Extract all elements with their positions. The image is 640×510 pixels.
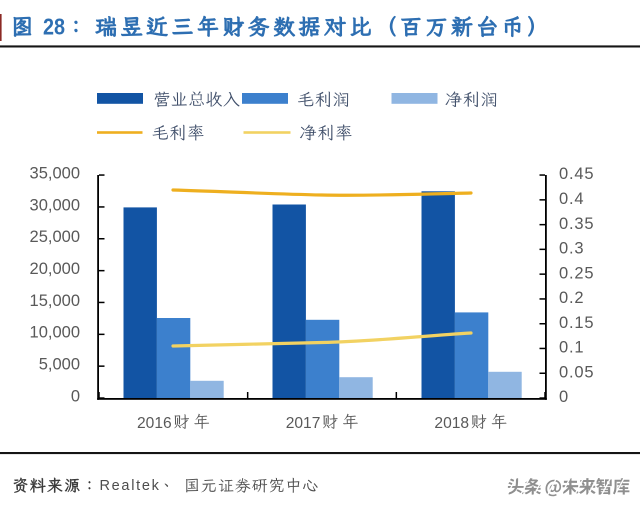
svg-text:0.2: 0.2 (559, 289, 584, 307)
svg-text:Realtek: Realtek (100, 478, 161, 494)
svg-text:20,000: 20,000 (30, 260, 80, 278)
svg-text:0.1: 0.1 (559, 339, 584, 357)
svg-text:0: 0 (559, 388, 569, 406)
svg-text:0.3: 0.3 (559, 240, 584, 258)
svg-text:10,000: 10,000 (30, 324, 80, 342)
svg-text:2018: 2018 (434, 415, 469, 432)
svg-text:0.35: 0.35 (559, 215, 594, 233)
svg-text:2016: 2016 (137, 415, 172, 432)
svg-text:0.15: 0.15 (559, 314, 594, 332)
svg-text:0.25: 0.25 (559, 264, 594, 282)
svg-text:5,000: 5,000 (39, 356, 80, 374)
svg-text:35,000: 35,000 (30, 164, 80, 182)
svg-text:2017: 2017 (286, 415, 321, 432)
svg-text:0: 0 (71, 387, 80, 405)
svg-text:15,000: 15,000 (30, 292, 80, 310)
svg-text:28: 28 (43, 14, 65, 40)
svg-text:0.45: 0.45 (559, 165, 594, 183)
svg-text:25,000: 25,000 (30, 228, 80, 246)
svg-text:30,000: 30,000 (30, 196, 80, 214)
svg-text:0.4: 0.4 (559, 190, 584, 208)
svg-text:0.05: 0.05 (559, 363, 594, 381)
